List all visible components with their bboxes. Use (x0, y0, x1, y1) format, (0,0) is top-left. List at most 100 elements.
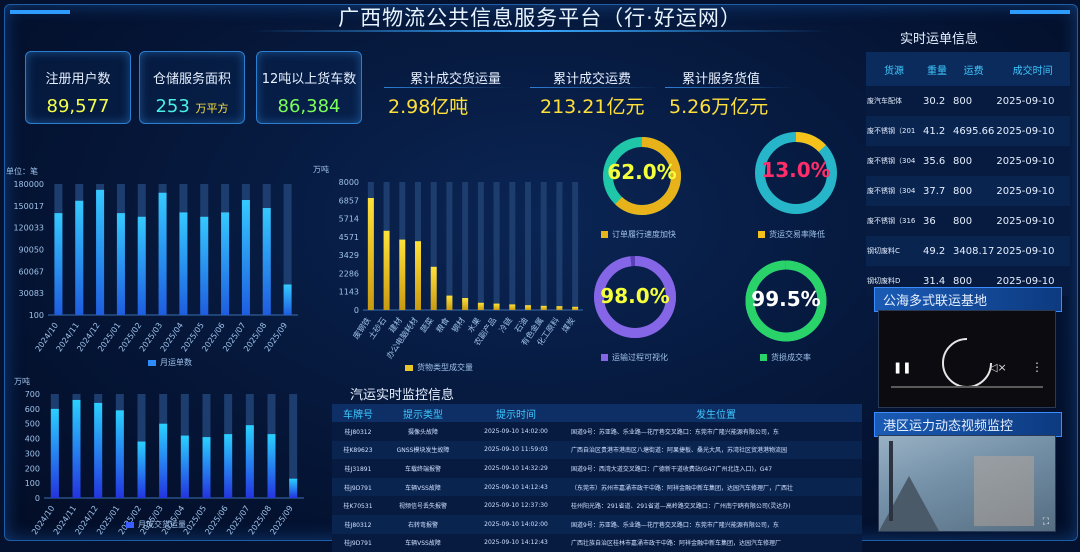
bar[interactable] (509, 304, 516, 310)
table-row[interactable]: 桂K89623 GNSS模块发生故障 2025-09-10 11:59:03 广西自治… (332, 440, 862, 460)
bar[interactable] (137, 441, 146, 498)
play-icon[interactable]: ❚❚ (893, 361, 912, 374)
legend-label: 月运单数 (160, 358, 192, 367)
stat-card-trucks: 12吨以上货车数 86,384 (256, 51, 362, 124)
stat-value-wrap: 253 万平方 (140, 96, 244, 117)
bar[interactable] (556, 306, 563, 310)
donut-arc[interactable] (745, 260, 827, 342)
bar[interactable] (283, 284, 292, 315)
bar[interactable] (50, 408, 59, 498)
bar[interactable] (462, 298, 469, 310)
video-player[interactable]: ❚❚ ◁× ⋮ (878, 310, 1056, 408)
table-row[interactable]: 废汽车配体 30.2 800 2025-09-10 (866, 86, 1070, 116)
bar[interactable] (180, 435, 189, 498)
table-row[interactable]: 废不锈钢（201 41.2 4695.66 2025-09-10 (866, 116, 1070, 146)
table-cell: 800 (952, 176, 996, 206)
bar[interactable] (241, 200, 250, 315)
corner-decoration (1010, 10, 1070, 14)
bar[interactable] (137, 216, 146, 315)
legend-swatch (601, 354, 608, 361)
bar[interactable] (540, 305, 547, 310)
fullscreen-icon[interactable]: ⛶ (1042, 517, 1049, 527)
bar[interactable] (96, 189, 105, 315)
table-row[interactable]: 桂J80312 摄像头故障 2025-09-10 14:02:00 国道9号：苏亚路、… (332, 422, 862, 441)
donut-label: 运输过程可视化 (601, 352, 668, 363)
bar[interactable] (179, 212, 188, 315)
table-cell: 国道9号：苏亚路、乐业路—花厅巷交叉路口：东莞市广隆兴能源有限公司，东 (570, 514, 862, 534)
table-row[interactable]: 桂J31891 车载终端报警 2025-09-10 14:32:29 国道9号：西湾大… (332, 459, 862, 478)
bar[interactable] (75, 200, 84, 315)
bar-track (446, 182, 453, 310)
table-cell: 2025-09-10 (995, 116, 1070, 146)
bar[interactable] (159, 423, 168, 498)
table-cell: 废汽车配体 (866, 86, 922, 116)
bar[interactable] (415, 241, 421, 310)
stat-card-users: 注册用户数 89,577 (25, 51, 131, 124)
video-player[interactable]: ⛶ (878, 435, 1056, 532)
donut-value: 99.5% (751, 287, 821, 311)
bar[interactable] (289, 478, 298, 498)
bar[interactable] (158, 192, 167, 315)
bar[interactable] (267, 434, 276, 498)
bar[interactable] (116, 213, 125, 315)
more-icon[interactable]: ⋮ (1031, 360, 1043, 374)
bar[interactable] (115, 410, 124, 498)
bar[interactable] (54, 213, 63, 315)
bar[interactable] (262, 208, 271, 315)
bar[interactable] (572, 306, 579, 310)
donut-arc[interactable] (594, 256, 676, 338)
y-tick-label: 30083 (19, 289, 44, 298)
summary-underline (384, 87, 514, 88)
table-cell: 桂K70531 (332, 496, 384, 515)
table-cell: 废不锈钢（201 (866, 116, 922, 146)
donut-value: 62.0% (607, 160, 677, 184)
table-cell: 废不锈钢（304 (866, 146, 922, 176)
table-cell: 35.6 (922, 146, 952, 176)
bar[interactable] (383, 230, 390, 310)
bar[interactable] (367, 198, 374, 310)
table-row[interactable]: 钢切废料C 49.2 3408.17 2025-09-10 (866, 236, 1070, 266)
x-tick-label: 钢材 (449, 315, 466, 334)
table-row[interactable]: 废不锈钢（316 36 800 2025-09-10 (866, 206, 1070, 236)
donut-value: 13.0% (761, 158, 831, 182)
table-row[interactable]: 废不锈钢（304 35.6 800 2025-09-10 (866, 146, 1070, 176)
bar[interactable] (399, 239, 406, 310)
bar[interactable] (72, 399, 81, 498)
stat-label: 仓储服务面积 (152, 72, 231, 87)
bar[interactable] (221, 212, 230, 315)
bar-track (430, 182, 437, 310)
bar[interactable] (94, 402, 103, 498)
monitor-table: 车牌号 提示类型 提示时间 发生位置 桂J80312 摄像头故障 2025-09-1… (332, 404, 862, 552)
building (974, 456, 1034, 526)
table-row[interactable]: 废不锈钢（304 37.7 800 2025-09-10 (866, 176, 1070, 206)
bar[interactable] (493, 303, 500, 310)
bar-track (540, 182, 547, 310)
realtime-table: 货源 重量 运费 成交时间 废汽车配体 30.2 800 2025-09-10 废不锈钢… (866, 52, 1070, 296)
bar-track (477, 182, 484, 310)
volume-icon[interactable]: ◁× (989, 361, 1007, 374)
bar[interactable] (200, 216, 209, 315)
y-tick-label: 700 (25, 390, 40, 399)
bar[interactable] (224, 434, 233, 498)
donut-arc[interactable] (603, 137, 681, 215)
monitor-title: 汽运实时监控信息 (350, 388, 455, 403)
table-cell: 2025-09-10 (995, 86, 1070, 116)
table-cell: 37.7 (922, 176, 952, 206)
table-row[interactable]: 桂J9D791 车辆VSS故障 2025-09-10 14:12:43 （东莞市）苏州… (332, 477, 862, 497)
bar[interactable] (446, 295, 453, 310)
donut-arc[interactable] (755, 132, 837, 214)
donut-label: 货损成交率 (760, 352, 811, 363)
table-row[interactable]: 桂J80312 右转弯报警 2025-09-10 14:02:00 国道9号：苏亚路、… (332, 514, 862, 534)
y-tick-label: 90050 (19, 246, 44, 255)
bar[interactable] (245, 425, 254, 498)
bar[interactable] (430, 266, 437, 310)
table-cell: 2025-09-10 14:02:00 (462, 422, 570, 441)
bar[interactable] (202, 437, 211, 498)
table-row[interactable]: 桂K70531 视频信号丢失报警 2025-09-10 12:37:30 桂州阳光路：… (332, 496, 862, 515)
y-tick-label: 200 (25, 464, 40, 473)
bar[interactable] (525, 305, 531, 310)
table-cell: 800 (952, 146, 996, 176)
table-cell: 2025-09-10 11:59:03 (462, 440, 570, 460)
bar[interactable] (477, 302, 484, 310)
